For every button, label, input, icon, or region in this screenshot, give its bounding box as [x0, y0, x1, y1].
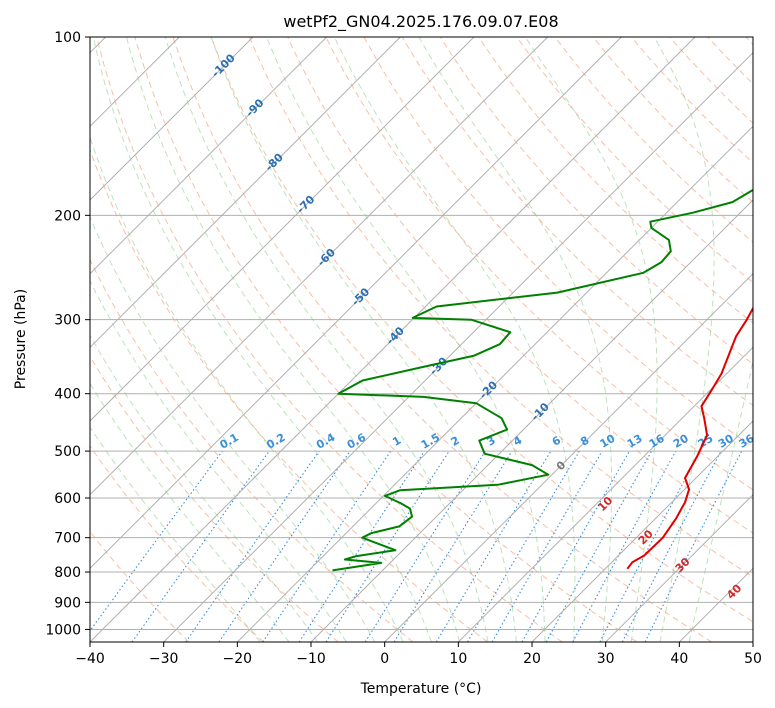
mixing-ratio-line: [131, 450, 270, 642]
dry-adiabat-line: [325, 37, 753, 491]
moist-adiabat-line: [126, 37, 461, 642]
x-tick-label: −10: [296, 651, 326, 667]
y-tick-label: 900: [54, 595, 81, 611]
y-tick-label: 100: [54, 30, 81, 46]
isotherm-line: [90, 37, 622, 570]
mixing-ratio-line: [491, 450, 603, 642]
grid-lines: [90, 37, 753, 642]
y-tick-label: 800: [54, 565, 81, 581]
dry-adiabat-line: [210, 37, 753, 623]
moist-adiabat-line: [90, 135, 404, 642]
x-tick-label: −20: [223, 651, 253, 667]
y-tick-label: 600: [54, 491, 81, 507]
mixing-ratio-line: [364, 450, 486, 642]
y-axis: 100 200 300 400 500 600 700 800 900 1000: [45, 30, 90, 638]
y-tick-label: 700: [54, 531, 81, 547]
mixing-ratio-line: [521, 450, 630, 642]
isotherm-line: [90, 37, 696, 642]
x-tick-label: 10: [449, 651, 467, 667]
isotherm-line: [163, 51, 753, 642]
dry-adiabat-line: [363, 37, 753, 448]
moist-adiabat-line: [92, 37, 432, 642]
plot-area: [90, 37, 753, 642]
profile-line: [626, 306, 753, 570]
dry-adiabat-line: [630, 37, 753, 164]
chart-title: wetPf2_GN04.2025.176.09.07.E08: [283, 12, 558, 32]
moist-adiabat-line: [653, 37, 715, 642]
mixing-ratio-line: [435, 450, 552, 642]
dry-adiabat-line: [90, 258, 414, 642]
isotherm-line: [457, 346, 753, 642]
moist-adiabat-line: [164, 37, 489, 642]
dry-adiabat-line: [401, 37, 753, 407]
moist-adiabat-line: [524, 37, 658, 642]
mixing-ratio-line: [218, 450, 351, 642]
x-axis: −40 −30 −20 −10 0 10 20 30 40 50: [75, 642, 762, 667]
moist-adiabat-line: [266, 37, 546, 642]
x-tick-label: −40: [75, 651, 105, 667]
moist-adiabat-line: [210, 37, 517, 642]
moist-adiabat-line: [688, 358, 753, 642]
dry-adiabat-line: [287, 37, 753, 534]
y-tick-label: 400: [54, 387, 81, 403]
isotherm-line: [531, 420, 753, 642]
x-tick-label: −30: [149, 651, 179, 667]
isotherm-line: [90, 37, 475, 422]
x-tick-label: 0: [380, 651, 389, 667]
y-tick-label: 1000: [45, 622, 81, 638]
isotherm-line: [605, 493, 753, 642]
mixing-ratio-line: [185, 450, 320, 642]
moist-adiabat-line: [333, 37, 576, 642]
dry-adiabat-line: [592, 37, 753, 204]
dry-adiabat-line: [90, 445, 264, 642]
dry-adiabat-line: [478, 37, 753, 324]
mixing-ratio-line: [393, 450, 513, 642]
moist-adiabat-line: [418, 37, 613, 642]
plot-frame: [89, 36, 754, 643]
x-tick-label: 50: [744, 651, 762, 667]
isotherm-line: [384, 272, 753, 642]
x-tick-label: 20: [523, 651, 541, 667]
isotherm-line: [90, 37, 328, 275]
y-tick-label: 200: [54, 208, 81, 224]
moist-adiabat-line: [90, 215, 376, 642]
moist-adiabat-line: [90, 382, 290, 642]
data-series: [332, 188, 753, 572]
y-tick-label: 500: [54, 444, 81, 460]
dry-adiabat-line: [96, 37, 563, 642]
x-tick-label: 40: [670, 651, 688, 667]
x-axis-title: Temperature (°C): [360, 681, 482, 697]
mixing-ratio-line: [90, 450, 223, 632]
isotherm-line: [90, 37, 549, 496]
mixing-ratio-line: [467, 450, 580, 642]
moist-adiabat-line: [90, 334, 319, 642]
mixing-ratio-line: [572, 450, 677, 642]
dry-adiabat-line: [172, 37, 712, 642]
x-tick-label: 30: [597, 651, 615, 667]
y-tick-label: 300: [54, 313, 81, 329]
moist-adiabat-line: [90, 426, 261, 642]
isotherm-line: [90, 37, 254, 201]
isotherm-line: [310, 199, 753, 642]
isotherm-line: [236, 125, 753, 642]
dry-adiabat-line: [516, 37, 753, 284]
profile-line: [332, 188, 753, 572]
dry-adiabat-line: [134, 37, 638, 642]
y-axis-title: Pressure (hPa): [13, 289, 29, 389]
isotherm-line: [90, 37, 401, 349]
